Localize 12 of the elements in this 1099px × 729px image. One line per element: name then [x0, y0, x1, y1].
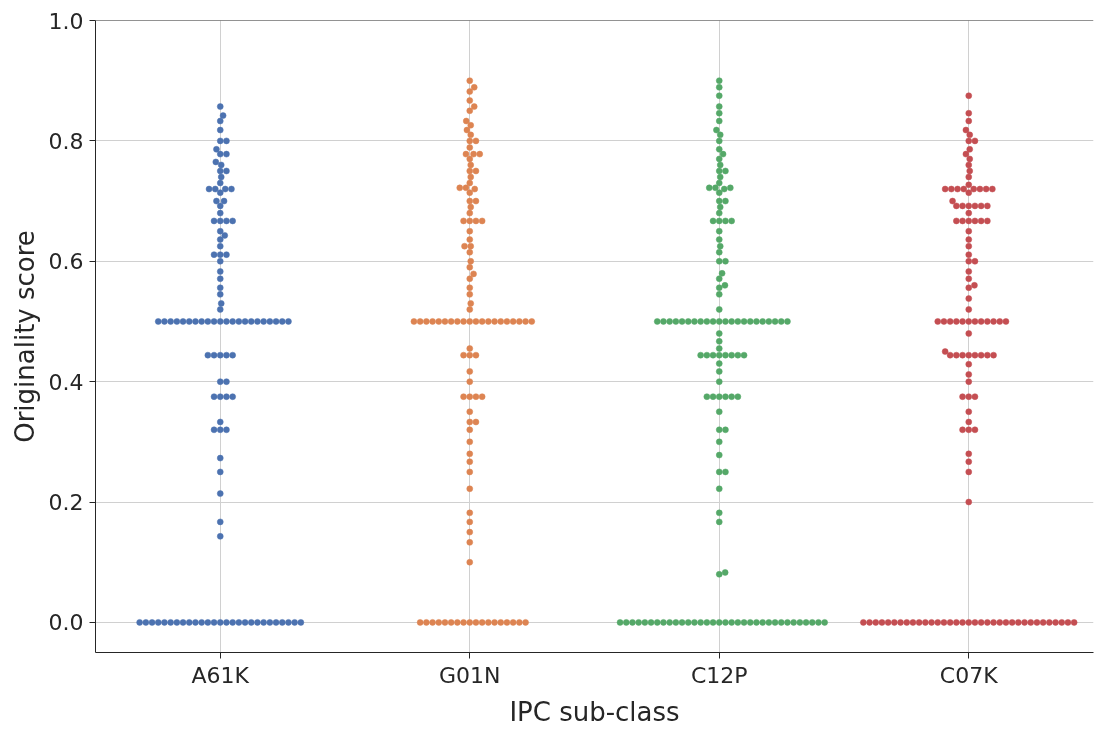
- y-tick-label: 0.8: [48, 128, 84, 154]
- x-tick-label: C12P: [690, 662, 748, 688]
- y-axis-title: Originality score: [9, 230, 40, 443]
- y-tick-label: 0.0: [48, 610, 84, 636]
- x-tick-label: C07K: [939, 662, 999, 688]
- y-tick-label: 0.2: [48, 490, 84, 516]
- x-tick-label: G01N: [439, 662, 501, 688]
- x-axis-title: IPC sub-class: [509, 696, 680, 727]
- y-tick-label: 0.6: [48, 249, 84, 275]
- y-tick-label: 0.4: [48, 369, 84, 395]
- x-tick-label: A61K: [191, 662, 250, 688]
- y-tick-label: 1.0: [48, 8, 84, 34]
